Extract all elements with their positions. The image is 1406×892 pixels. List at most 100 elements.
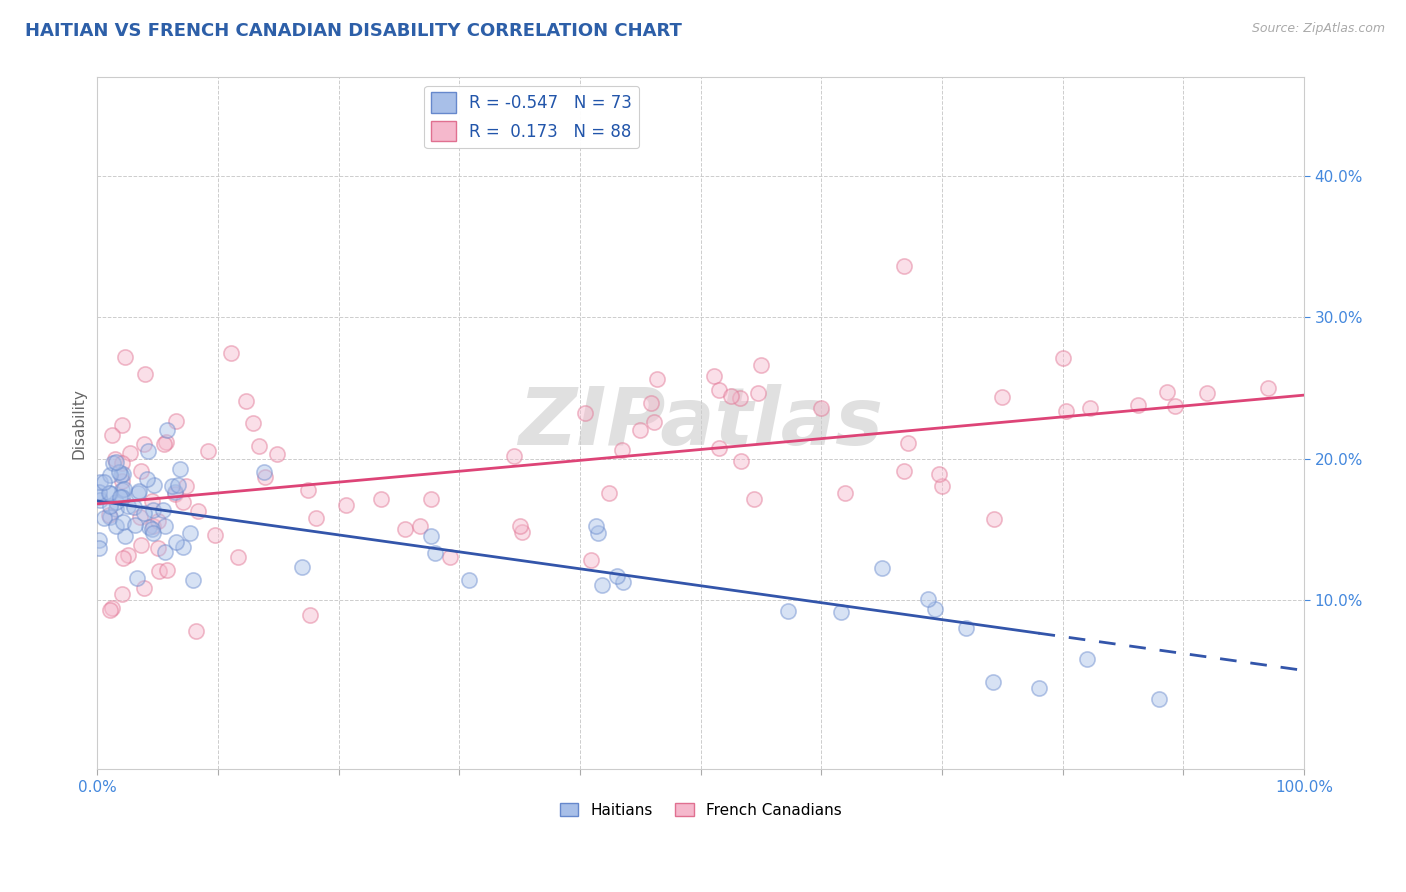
Point xyxy=(165,534,187,549)
Point xyxy=(266,447,288,461)
Point xyxy=(117,499,139,513)
Point xyxy=(112,551,135,566)
Point xyxy=(129,510,152,524)
Point xyxy=(1128,398,1150,412)
Point xyxy=(457,573,479,587)
Point xyxy=(728,391,751,405)
Point xyxy=(983,512,1005,526)
Point xyxy=(291,560,314,574)
Point xyxy=(125,571,148,585)
Point xyxy=(197,443,219,458)
Point xyxy=(169,462,191,476)
Point xyxy=(991,390,1014,404)
Point xyxy=(141,493,163,508)
Point xyxy=(101,428,124,442)
Point xyxy=(579,552,602,566)
Point xyxy=(893,464,915,478)
Point xyxy=(1056,404,1078,418)
Point xyxy=(155,519,177,533)
Point xyxy=(643,415,665,429)
Point xyxy=(409,519,432,533)
Point xyxy=(247,439,270,453)
Point xyxy=(111,456,134,470)
Point xyxy=(242,417,264,431)
Point xyxy=(810,401,832,416)
Point xyxy=(747,386,769,401)
Point xyxy=(1156,384,1178,399)
Point xyxy=(335,498,357,512)
Point xyxy=(132,582,155,596)
Point xyxy=(742,491,765,506)
Point xyxy=(917,591,939,606)
Point xyxy=(128,484,150,499)
Point xyxy=(834,486,856,500)
Point xyxy=(101,456,124,470)
Point xyxy=(148,564,170,578)
Point xyxy=(776,604,799,618)
Point xyxy=(1080,401,1102,416)
Point xyxy=(305,511,328,525)
Point xyxy=(87,484,110,499)
Point xyxy=(93,475,115,490)
Point xyxy=(610,442,633,457)
Point xyxy=(100,602,122,616)
Point xyxy=(129,464,152,478)
Point xyxy=(141,522,163,536)
Text: Source: ZipAtlas.com: Source: ZipAtlas.com xyxy=(1251,22,1385,36)
Point xyxy=(297,483,319,498)
Point xyxy=(204,527,226,541)
Point xyxy=(129,538,152,552)
Point xyxy=(703,368,725,383)
Point xyxy=(730,454,752,468)
Point xyxy=(184,624,207,638)
Point xyxy=(114,350,136,364)
Point xyxy=(1197,385,1219,400)
Point xyxy=(749,358,772,372)
Point xyxy=(89,475,111,489)
Point xyxy=(155,545,177,559)
Point xyxy=(114,529,136,543)
Point xyxy=(104,455,127,469)
Point xyxy=(101,600,124,615)
Point xyxy=(122,500,145,514)
Point xyxy=(93,511,115,525)
Point xyxy=(136,444,159,458)
Point xyxy=(134,367,156,381)
Point xyxy=(720,389,742,403)
Point xyxy=(156,563,179,577)
Point xyxy=(955,621,977,635)
Point xyxy=(591,578,613,592)
Point xyxy=(586,525,609,540)
Point xyxy=(226,549,249,564)
Point xyxy=(112,467,135,482)
Point xyxy=(419,529,441,543)
Point xyxy=(1147,691,1170,706)
Y-axis label: Disability: Disability xyxy=(72,388,86,458)
Point xyxy=(105,519,128,533)
Point xyxy=(108,491,131,505)
Point xyxy=(167,478,190,492)
Point xyxy=(612,574,634,589)
Point xyxy=(98,510,121,524)
Point xyxy=(510,525,533,540)
Point xyxy=(124,518,146,533)
Point xyxy=(707,383,730,397)
Point xyxy=(87,541,110,555)
Point xyxy=(439,550,461,565)
Point xyxy=(574,406,596,420)
Point xyxy=(152,503,174,517)
Point xyxy=(138,519,160,533)
Point xyxy=(394,522,416,536)
Point xyxy=(160,479,183,493)
Point xyxy=(142,525,165,540)
Point xyxy=(830,606,852,620)
Point xyxy=(1076,652,1098,666)
Point xyxy=(1028,681,1050,695)
Point xyxy=(585,518,607,533)
Point xyxy=(163,485,186,500)
Point xyxy=(628,423,651,437)
Point xyxy=(104,494,127,508)
Point xyxy=(1163,399,1185,413)
Point xyxy=(172,540,194,554)
Point xyxy=(120,445,142,459)
